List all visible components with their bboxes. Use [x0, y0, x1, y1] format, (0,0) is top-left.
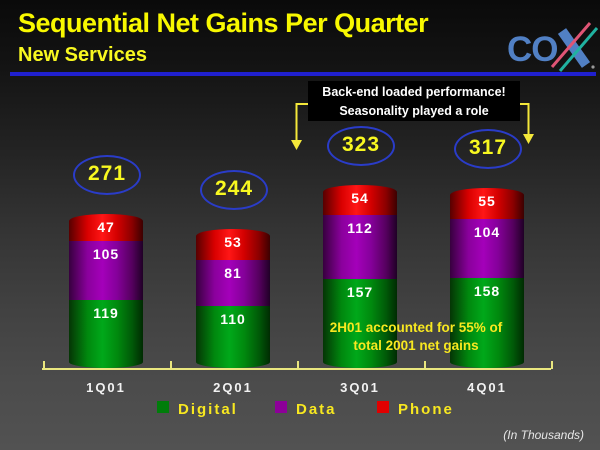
bar-segment-data-4q01: 104 [450, 219, 524, 279]
bar-2q01: 53 81 110 [196, 229, 270, 368]
annotation-line-1: 2H01 accounted for 55% of [329, 320, 503, 335]
legend-label-data: Data [296, 401, 337, 418]
x-axis-tick-2 [296, 361, 299, 369]
total-badge-1q01: 271 [73, 155, 141, 196]
units-footnote: (In Thousands) [503, 428, 584, 442]
svg-text:CO: CO [507, 30, 558, 69]
segment-value-data-4q01: 104 [473, 224, 501, 241]
legend-item-phone: Phone [377, 401, 454, 418]
bar-segment-data-2q01: 81 [196, 259, 270, 306]
legend-swatch-digital [157, 401, 169, 413]
cox-logo: CO [507, 22, 598, 72]
legend-swatch-data [275, 401, 287, 413]
annotation-line-2: total 2001 net gains [353, 337, 479, 353]
segment-value-data-3q01: 112 [347, 220, 373, 237]
callout-box: Back-end loaded performance! Seasonality… [308, 81, 520, 121]
bar-4q01: 55 104 158 [450, 187, 524, 368]
total-badge-2q01: 244 [200, 170, 268, 211]
segment-value-phone-1q01: 47 [97, 219, 115, 236]
chart-annotation: 2H01 accounted for 55% of total 2001 net… [298, 319, 534, 354]
bar-segment-digital-4q01: 158 [450, 278, 524, 368]
x-axis-tick-0 [42, 361, 45, 369]
page-subtitle: New Services [18, 44, 147, 66]
bar-segment-data-3q01: 112 [323, 215, 397, 279]
x-axis-label-2q01: 2Q01 [213, 380, 253, 395]
x-axis-tick-1 [169, 361, 172, 369]
segment-value-data-2q01: 81 [224, 264, 242, 281]
x-axis-label-1q01: 1Q01 [86, 380, 126, 395]
bar-segment-data-1q01: 105 [69, 240, 143, 301]
legend-swatch-phone [377, 401, 389, 413]
bar-segment-phone-4q01: 55 [450, 187, 524, 220]
header-divider-line [10, 72, 596, 76]
page-title: Sequential Net Gains Per Quarter [18, 8, 429, 38]
segment-value-digital-2q01: 110 [220, 310, 246, 327]
segment-value-digital-3q01: 157 [346, 283, 374, 300]
x-axis-tick-3 [423, 361, 426, 369]
segment-value-digital-4q01: 158 [473, 283, 501, 300]
bar-segment-digital-3q01: 157 [323, 278, 397, 368]
logo-x-red-stroke [550, 22, 592, 68]
segment-value-phone-3q01: 54 [351, 189, 369, 206]
segment-value-digital-1q01: 119 [93, 305, 119, 322]
legend-item-data: Data [275, 401, 337, 418]
total-badge-3q01: 323 [327, 125, 395, 166]
logo-x-green-stroke [558, 27, 598, 72]
bar-segment-phone-3q01: 54 [323, 184, 397, 216]
x-axis-line [42, 368, 551, 370]
segment-value-data-1q01: 105 [92, 245, 120, 262]
legend-item-digital: Digital [157, 401, 238, 418]
segment-value-phone-2q01: 53 [224, 234, 242, 251]
bar-3q01: 54 112 157 [323, 184, 397, 368]
segment-value-phone-4q01: 55 [478, 192, 496, 209]
callout-line-1: Back-end loaded performance! [322, 85, 506, 99]
callout-line-2: Seasonality played a role [339, 104, 489, 118]
bar-1q01: 47 105 119 [69, 214, 143, 368]
bar-segment-digital-1q01: 119 [69, 300, 143, 368]
logo-registered-dot [591, 65, 595, 69]
logo-x-blue-stroke [557, 28, 591, 68]
x-axis-tick-4 [550, 361, 553, 369]
x-axis-label-3q01: 3Q01 [340, 380, 380, 395]
bar-segment-digital-2q01: 110 [196, 305, 270, 368]
bar-segment-phone-2q01: 53 [196, 229, 270, 260]
bar-segment-phone-1q01: 47 [69, 214, 143, 241]
x-axis-label-4q01: 4Q01 [467, 380, 507, 395]
legend-label-phone: Phone [398, 401, 454, 418]
total-badge-4q01: 317 [454, 128, 522, 169]
legend-label-digital: Digital [178, 401, 238, 418]
